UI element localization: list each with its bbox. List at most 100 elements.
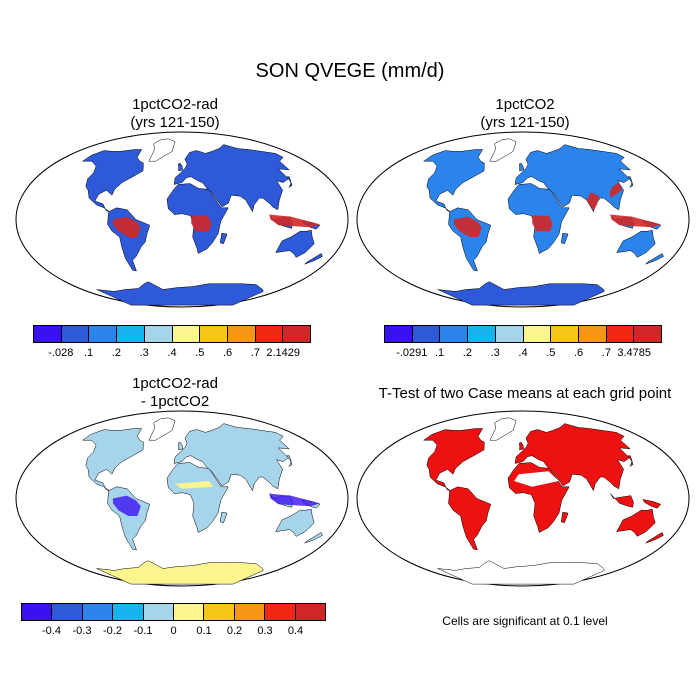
land-antarctica xyxy=(437,281,605,306)
land-japan xyxy=(627,455,634,467)
land-madagascar xyxy=(560,232,569,245)
panel-2-title-line2: (yrs 121-150) xyxy=(480,114,570,131)
pos-sahel xyxy=(174,481,214,489)
colorbar-swatch xyxy=(174,604,205,620)
panel-4-title-line1: T-Test of two Case means at each grid po… xyxy=(378,385,672,402)
colorbar-tick-label: -.028 xyxy=(48,347,74,359)
land-nz xyxy=(645,253,664,265)
neg-amazon xyxy=(112,495,141,516)
colorbar-swatch xyxy=(551,326,579,342)
colorbar-swatch xyxy=(468,326,496,342)
colorbar-tick-label: 0.3 xyxy=(257,625,273,637)
land-greenland xyxy=(148,417,176,441)
colorbar-tick-label: 0.2 xyxy=(226,625,243,637)
colorbar-tick-label: -0.2 xyxy=(103,625,122,637)
colorbar-tick-label: .3 xyxy=(490,347,500,359)
land-greenland xyxy=(489,138,517,162)
panel-3-colorbar xyxy=(21,603,326,621)
land-europe-asia xyxy=(514,144,631,213)
panel-3-title: 1pctCO2-rad - 1pctCO2 xyxy=(15,375,335,411)
hotspot-india xyxy=(586,192,600,211)
panel-1-colorbar xyxy=(33,325,311,343)
colorbar-tick-label: .7 xyxy=(601,347,611,359)
colorbar-tick-label: .1 xyxy=(435,347,445,359)
panel-1-title-line2: (yrs 121-150) xyxy=(130,114,220,131)
land-north-america xyxy=(81,149,144,212)
colorbar-swatch xyxy=(117,326,145,342)
colorbar-tick-label: 0 xyxy=(170,625,177,637)
land-madagascar xyxy=(219,511,228,524)
land-europe-asia xyxy=(173,144,290,213)
land-japan xyxy=(286,176,293,188)
panel-2-title: 1pctCO2 (yrs 121-150) xyxy=(365,96,685,132)
colorbar-tick-label: .1 xyxy=(84,347,94,359)
insignificant-sahara xyxy=(514,471,559,487)
colorbar-swatch xyxy=(606,326,635,342)
land-greenland xyxy=(148,138,176,162)
colorbar-swatch xyxy=(143,604,175,620)
land-madagascar xyxy=(219,232,228,245)
neg-indonesia xyxy=(269,493,320,507)
land-europe-asia xyxy=(514,423,631,492)
colorbar-swatch xyxy=(523,326,552,342)
colorbar-swatch xyxy=(113,604,144,620)
significance-note: Cells are significant at 0.1 level xyxy=(442,614,608,628)
land-australia xyxy=(616,229,656,258)
colorbar-tick-label: -.0291 xyxy=(396,347,428,359)
colorbar-swatch xyxy=(22,604,53,620)
land-nz xyxy=(645,532,664,544)
land-south-america xyxy=(448,486,492,551)
colorbar-tick-label: .4 xyxy=(518,347,528,359)
panel-1-title: 1pctCO2-rad (yrs 121-150) xyxy=(15,96,335,132)
colorbar-tick-label: -0.3 xyxy=(72,625,92,637)
land-japan xyxy=(286,455,293,467)
panel-2-colorbar xyxy=(384,325,662,343)
panel-3-title-line1: 1pctCO2-rad xyxy=(132,375,218,392)
colorbar-tick-label: -0.4 xyxy=(42,625,61,637)
land-antarctica xyxy=(96,281,264,306)
land-antarctica xyxy=(437,560,605,585)
colorbar-swatch xyxy=(204,604,235,620)
colorbar-swatch xyxy=(34,326,62,342)
land-africa xyxy=(166,462,229,533)
land-uk xyxy=(177,441,183,451)
colorbar-tick-label: .3 xyxy=(139,347,149,359)
land-australia xyxy=(275,229,315,258)
colorbar-swatch xyxy=(634,326,662,342)
figure-title: SON QVEGE (mm/d) xyxy=(255,60,445,82)
colorbar-tick-label: 0.4 xyxy=(287,625,304,637)
colorbar-tick-label: .5 xyxy=(195,347,205,359)
colorbar-swatch xyxy=(255,326,284,342)
land-greenland xyxy=(489,417,517,441)
land-north-america xyxy=(81,428,144,491)
colorbar-tick-label: 3.4785 xyxy=(617,347,652,359)
panel-2-map xyxy=(356,131,690,308)
map-frame xyxy=(356,410,690,587)
colorbar-swatch xyxy=(385,326,413,342)
colorbar-tick-label: 0.1 xyxy=(196,625,212,637)
land-japan xyxy=(627,176,634,188)
panel-4-title: T-Test of two Case means at each grid po… xyxy=(355,385,695,403)
colorbar-swatch xyxy=(234,604,266,620)
colorbar-swatch xyxy=(89,326,118,342)
panel-1-title-line1: 1pctCO2-rad xyxy=(132,96,218,113)
panel-3-map xyxy=(15,410,349,587)
land-borneo-png xyxy=(642,499,662,509)
land-antarctica xyxy=(96,560,264,585)
land-indonesia xyxy=(610,493,634,508)
colorbar-swatch xyxy=(578,326,607,342)
land-north-america xyxy=(422,428,485,491)
colorbar-tick-label: .7 xyxy=(250,347,260,359)
hotspot-amazon xyxy=(112,216,141,237)
land-nz xyxy=(304,253,323,265)
land-madagascar xyxy=(560,511,569,524)
hotspot-china xyxy=(609,182,622,199)
colorbar-swatch xyxy=(495,326,524,342)
colorbar-tick-label: .5 xyxy=(546,347,556,359)
colorbar-tick-label: .6 xyxy=(223,347,233,359)
land-europe-asia xyxy=(173,423,290,492)
colorbar-tick-label: .2 xyxy=(462,347,472,359)
colorbar-swatch xyxy=(440,326,469,342)
colorbar-tick-label: .6 xyxy=(574,347,584,359)
colorbar-swatch xyxy=(82,604,114,620)
